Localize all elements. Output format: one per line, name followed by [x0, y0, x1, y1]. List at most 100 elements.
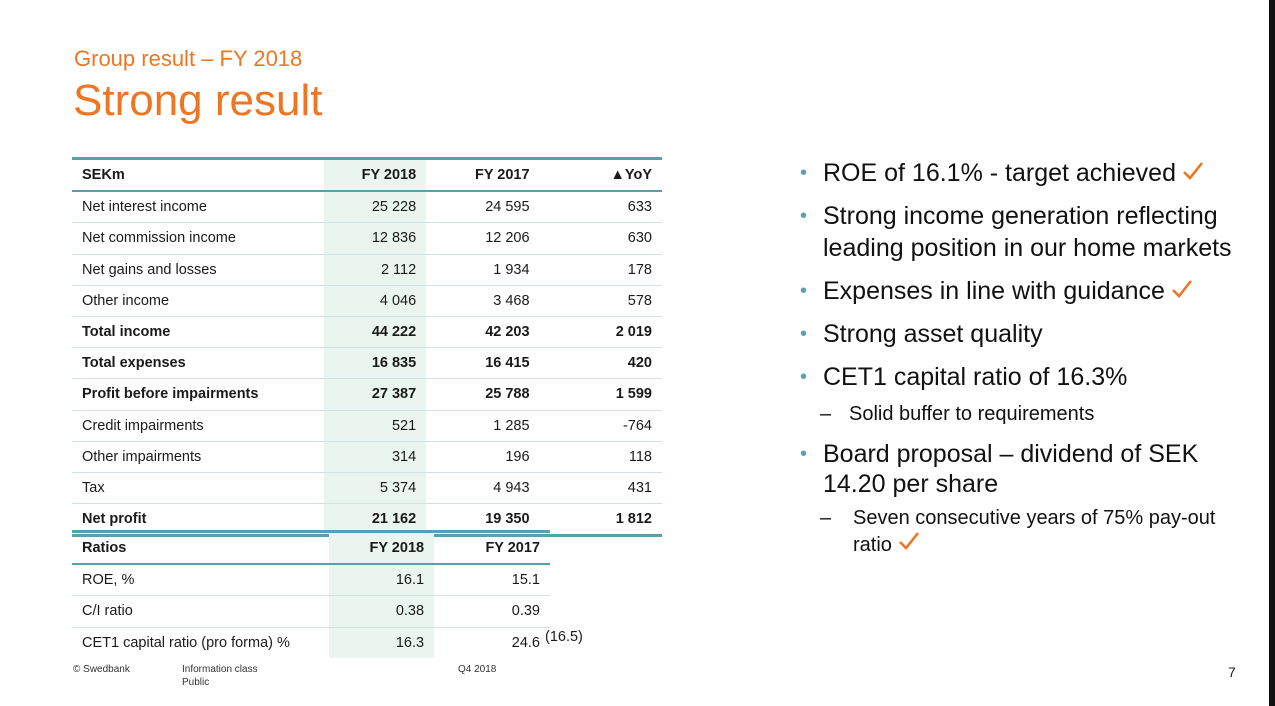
bullet-dot-icon: • — [800, 205, 808, 227]
bullet-dot-icon: • — [800, 162, 808, 184]
cell-yoy: 630 — [539, 222, 662, 255]
bullet-text: ROE of 16.1% - target achieved — [823, 159, 1176, 187]
footer-copyright: © Swedbank — [73, 664, 130, 675]
footer-info-class: Information class Public — [182, 663, 258, 689]
slide-subtitle: Group result – FY 2018 — [74, 46, 303, 71]
cell-fy2017: 1 934 — [426, 254, 540, 286]
cell-fy2017: 24.6 — [511, 634, 540, 651]
bullet-text: Strong income generation reflecting lead… — [823, 202, 1232, 262]
cell-fy2018: 0.38 — [329, 595, 435, 628]
cell-fy2018: 25 228 — [323, 191, 427, 224]
table-row: Tax 5 374 4 943 431 — [72, 472, 662, 505]
list-item: • Strong income generation reflecting lea… — [798, 200, 1238, 264]
cell-yoy: 578 — [539, 285, 662, 317]
cell-fy2018: 314 — [323, 441, 427, 473]
cell-yoy: 1 599 — [539, 378, 662, 411]
header-fy2017: FY 2017 — [434, 531, 550, 566]
table-row: Other income 4 046 3 468 578 — [72, 285, 662, 317]
checkmark-icon — [898, 532, 919, 550]
list-item: • Strong asset quality — [798, 318, 1238, 350]
cell-fy2017: 15.1 — [434, 564, 550, 597]
cell-fy2017: 3 468 — [426, 285, 540, 317]
list-item: • Board proposal – dividend of SEK 14.20 … — [798, 439, 1238, 499]
bullet-text: Strong asset quality — [823, 320, 1043, 348]
cell-yoy: 1 812 — [539, 503, 662, 538]
table-row: Profit before impairments 27 387 25 788 … — [72, 378, 662, 411]
subitem-text: Seven consecutive years of 75% pay-out r… — [853, 507, 1216, 556]
cell-fy2017: 25 788 — [426, 378, 540, 411]
row-label: Tax — [72, 472, 324, 505]
table-row: Credit impairments 521 1 285 -764 — [72, 410, 662, 442]
checkmark-icon — [1183, 162, 1203, 180]
row-label: C/I ratio — [72, 595, 330, 628]
table-row: Net gains and losses 2 112 1 934 178 — [72, 254, 662, 286]
row-label: Credit impairments — [72, 410, 324, 442]
header-ratios: Ratios — [72, 531, 330, 566]
row-label: Net commission income — [72, 222, 324, 255]
table-row: Total expenses 16 835 16 415 420 — [72, 347, 662, 380]
table-row: C/I ratio 0.38 0.39 — [72, 595, 550, 628]
cell-fy2017: 4 943 — [426, 472, 540, 505]
table-row: Net interest income 25 228 24 595 633 — [72, 191, 662, 224]
header-sekm: SEKm — [72, 158, 324, 193]
cell-fy2018: 4 046 — [323, 285, 427, 317]
cell-yoy: 431 — [539, 472, 662, 505]
cell-yoy: -764 — [539, 410, 662, 442]
row-label: Total expenses — [72, 347, 324, 380]
info-class-value: Public — [182, 677, 210, 688]
cell-yoy: 420 — [539, 347, 662, 380]
cell-yoy: 178 — [539, 254, 662, 286]
footer-period: Q4 2018 — [458, 664, 497, 675]
header-fy2018: FY 2018 — [329, 531, 435, 566]
pro-forma-note: (16.5) — [545, 629, 583, 645]
cell-fy2018: 16.1 — [329, 564, 435, 597]
cell-fy2018: 16.3 — [329, 627, 435, 658]
list-subitem: – Seven consecutive years of 75% pay-out … — [798, 505, 1238, 558]
page-number: 7 — [1228, 664, 1236, 680]
cell-fy2018: 12 836 — [323, 222, 427, 255]
dash-marker: – — [820, 507, 832, 529]
list-item: • CET1 capital ratio of 16.3% — [798, 361, 1238, 393]
list-subitem: – Solid buffer to requirements — [798, 401, 1238, 427]
cell-fy2018: 27 387 — [323, 378, 427, 411]
cell-fy2018: 2 112 — [323, 254, 427, 286]
window-edge — [1269, 0, 1275, 706]
cell-fy2017: 24 595 — [426, 191, 540, 224]
income-statement-table: SEKm FY 2018 FY 2017 ▲YoY Net interest i… — [72, 157, 662, 538]
table-row: CET1 capital ratio (pro forma) % 16.3 24… — [72, 627, 550, 658]
cell-fy2018: 521 — [323, 410, 427, 442]
slide-title: Strong result — [73, 76, 323, 125]
subitem-text: Solid buffer to requirements — [849, 403, 1095, 425]
table-row: ROE, % 16.1 15.1 — [72, 564, 550, 597]
row-label: Net interest income — [72, 191, 324, 224]
checkmark-icon — [1171, 280, 1192, 298]
ratios-table: Ratios FY 2018 FY 2017 ROE, % 16.1 15.1 … — [72, 530, 550, 658]
row-label: Other impairments — [72, 441, 324, 473]
list-item: • ROE of 16.1% - target achieved — [798, 157, 1238, 189]
cell-fy2017: 196 — [426, 441, 540, 473]
row-label: ROE, % — [72, 564, 330, 597]
cell-fy2017: 16 415 — [426, 347, 540, 380]
bullet-text: Expenses in line with guidance — [823, 277, 1165, 305]
table-header-row: Ratios FY 2018 FY 2017 — [72, 531, 550, 566]
bullet-text: CET1 capital ratio of 16.3% — [823, 363, 1128, 391]
cell-yoy: 118 — [539, 441, 662, 473]
cell-yoy: 633 — [539, 191, 662, 224]
bullet-dot-icon: • — [800, 280, 808, 302]
row-label: CET1 capital ratio (pro forma) % — [82, 634, 290, 651]
info-class-label: Information class — [182, 664, 258, 675]
cell-fy2018: 5 374 — [323, 472, 427, 505]
cell-yoy: 2 019 — [539, 316, 662, 349]
bullet-dot-icon: • — [800, 323, 808, 345]
cell-fy2017: 12 206 — [426, 222, 540, 255]
row-label: Net gains and losses — [72, 254, 324, 286]
list-item: • Expenses in line with guidance — [798, 275, 1238, 307]
header-fy2018: FY 2018 — [323, 158, 427, 193]
row-label: Total income — [72, 316, 324, 349]
cell-fy2017: 1 285 — [426, 410, 540, 442]
bullet-dot-icon: • — [800, 366, 808, 388]
bullet-text: Board proposal – dividend of SEK 14.20 p… — [823, 440, 1199, 498]
header-fy2017: FY 2017 — [426, 158, 540, 193]
table-row: Net commission income 12 836 12 206 630 — [72, 222, 662, 255]
cell-fy2018: 16 835 — [323, 347, 427, 380]
